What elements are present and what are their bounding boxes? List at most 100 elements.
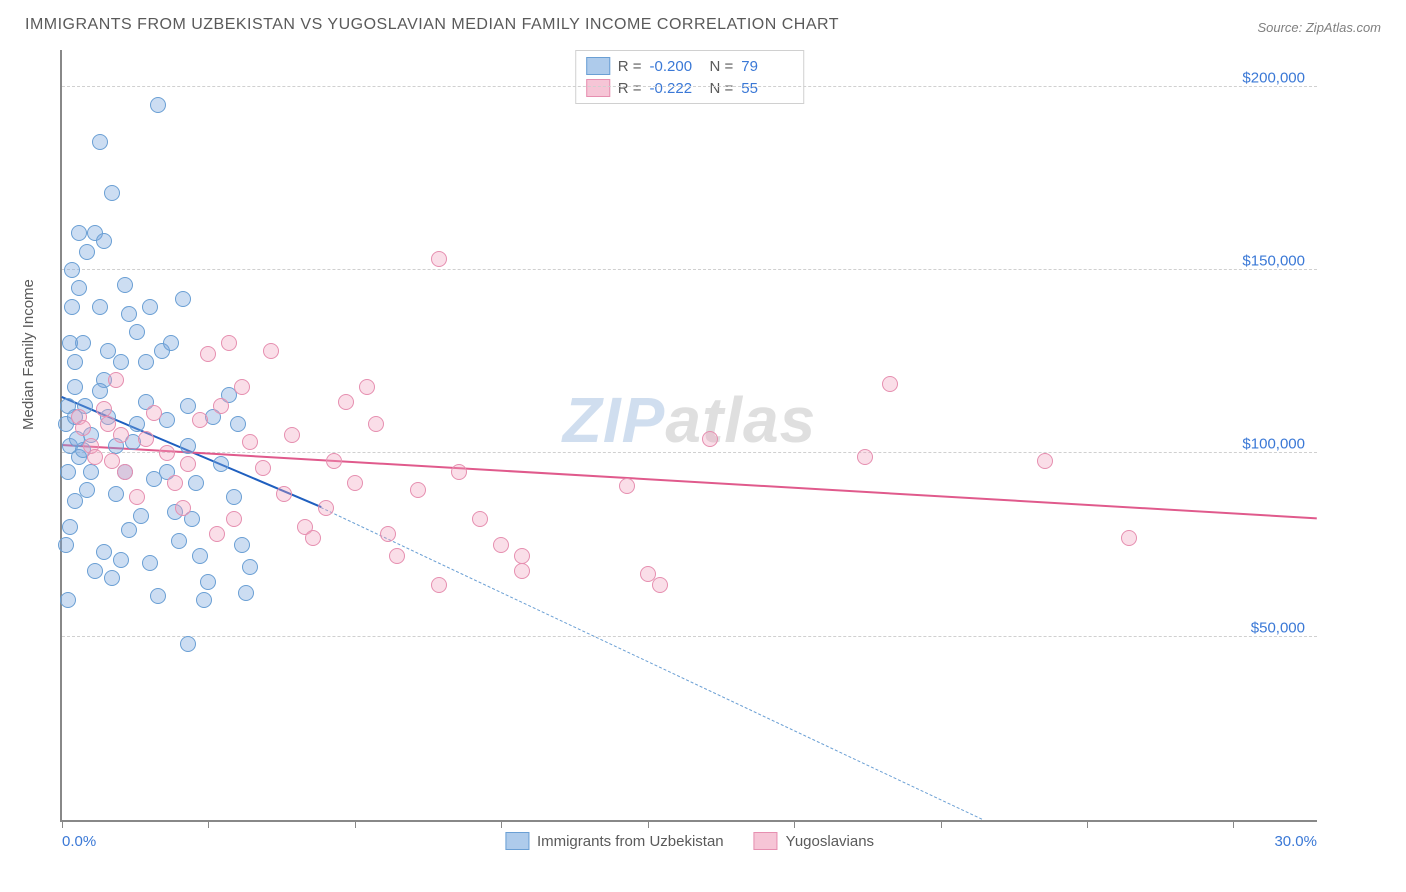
gridline xyxy=(62,636,1317,637)
y-tick-label: $100,000 xyxy=(1242,436,1305,453)
series-name-1: Yugoslavians xyxy=(786,833,874,850)
x-tick xyxy=(1087,820,1088,828)
x-tick xyxy=(62,820,63,828)
data-point xyxy=(305,530,321,546)
data-point xyxy=(64,299,80,315)
data-point xyxy=(79,244,95,260)
data-point xyxy=(318,500,334,516)
data-point xyxy=(284,427,300,443)
data-point xyxy=(196,592,212,608)
data-point xyxy=(238,585,254,601)
data-point xyxy=(226,511,242,527)
legend-row-series-1: R = -0.222 N = 55 xyxy=(586,77,794,99)
data-point xyxy=(702,431,718,447)
data-point xyxy=(167,475,183,491)
data-point xyxy=(472,511,488,527)
x-tick xyxy=(355,820,356,828)
data-point xyxy=(242,559,258,575)
data-point xyxy=(104,570,120,586)
data-point xyxy=(64,262,80,278)
source-label: Source: ZipAtlas.com xyxy=(1257,20,1381,35)
data-point xyxy=(104,185,120,201)
data-point xyxy=(96,544,112,560)
watermark-atlas: atlas xyxy=(665,384,816,456)
trendline xyxy=(62,444,1317,519)
data-point xyxy=(142,555,158,571)
n-label: N = xyxy=(710,80,734,97)
data-point xyxy=(359,379,375,395)
data-point xyxy=(62,335,78,351)
data-point xyxy=(175,500,191,516)
data-point xyxy=(142,299,158,315)
data-point xyxy=(150,588,166,604)
data-point xyxy=(1037,453,1053,469)
data-point xyxy=(230,416,246,432)
chart-title: IMMIGRANTS FROM UZBEKISTAN VS YUGOSLAVIA… xyxy=(25,16,839,34)
swatch-series-1 xyxy=(586,79,610,97)
series-name-0: Immigrants from Uzbekistan xyxy=(537,833,724,850)
data-point xyxy=(234,537,250,553)
data-point xyxy=(92,299,108,315)
data-point xyxy=(389,548,405,564)
data-point xyxy=(234,379,250,395)
data-point xyxy=(71,280,87,296)
data-point xyxy=(60,592,76,608)
y-tick-label: $50,000 xyxy=(1251,619,1305,636)
data-point xyxy=(213,398,229,414)
data-point xyxy=(117,277,133,293)
data-point xyxy=(180,636,196,652)
data-point xyxy=(180,438,196,454)
gridline xyxy=(62,269,1317,270)
data-point xyxy=(150,97,166,113)
data-point xyxy=(83,464,99,480)
data-point xyxy=(255,460,271,476)
data-point xyxy=(87,563,103,579)
y-tick-label: $150,000 xyxy=(1242,253,1305,270)
data-point xyxy=(213,456,229,472)
data-point xyxy=(338,394,354,410)
data-point xyxy=(188,475,204,491)
data-point xyxy=(175,291,191,307)
data-point xyxy=(619,478,635,494)
watermark-zip: ZIP xyxy=(563,384,666,456)
r-label: R = xyxy=(618,80,642,97)
data-point xyxy=(431,577,447,593)
data-point xyxy=(113,427,129,443)
data-point xyxy=(226,489,242,505)
data-point xyxy=(347,475,363,491)
data-point xyxy=(410,482,426,498)
trendline-dashed xyxy=(321,507,982,820)
data-point xyxy=(138,431,154,447)
data-point xyxy=(92,134,108,150)
data-point xyxy=(493,537,509,553)
data-point xyxy=(75,420,91,436)
gridline xyxy=(62,86,1317,87)
data-point xyxy=(263,343,279,359)
data-point xyxy=(200,346,216,362)
n-value-0: 79 xyxy=(741,58,793,75)
data-point xyxy=(60,464,76,480)
data-point xyxy=(171,533,187,549)
series-legend: Immigrants from Uzbekistan Yugoslavians xyxy=(505,832,874,850)
data-point xyxy=(67,493,83,509)
data-point xyxy=(129,489,145,505)
data-point xyxy=(431,251,447,267)
gridline xyxy=(62,452,1317,453)
n-label: N = xyxy=(710,58,734,75)
data-point xyxy=(146,405,162,421)
data-point xyxy=(882,376,898,392)
x-tick xyxy=(648,820,649,828)
data-point xyxy=(121,522,137,538)
data-point xyxy=(146,471,162,487)
data-point xyxy=(221,335,237,351)
data-point xyxy=(163,335,179,351)
data-point xyxy=(62,519,78,535)
data-point xyxy=(138,354,154,370)
correlation-legend: R = -0.200 N = 79 R = -0.222 N = 55 xyxy=(575,50,805,104)
data-point xyxy=(92,383,108,399)
n-value-1: 55 xyxy=(741,80,793,97)
data-point xyxy=(129,416,145,432)
x-max-label: 30.0% xyxy=(1274,833,1317,850)
data-point xyxy=(108,372,124,388)
data-point xyxy=(100,343,116,359)
